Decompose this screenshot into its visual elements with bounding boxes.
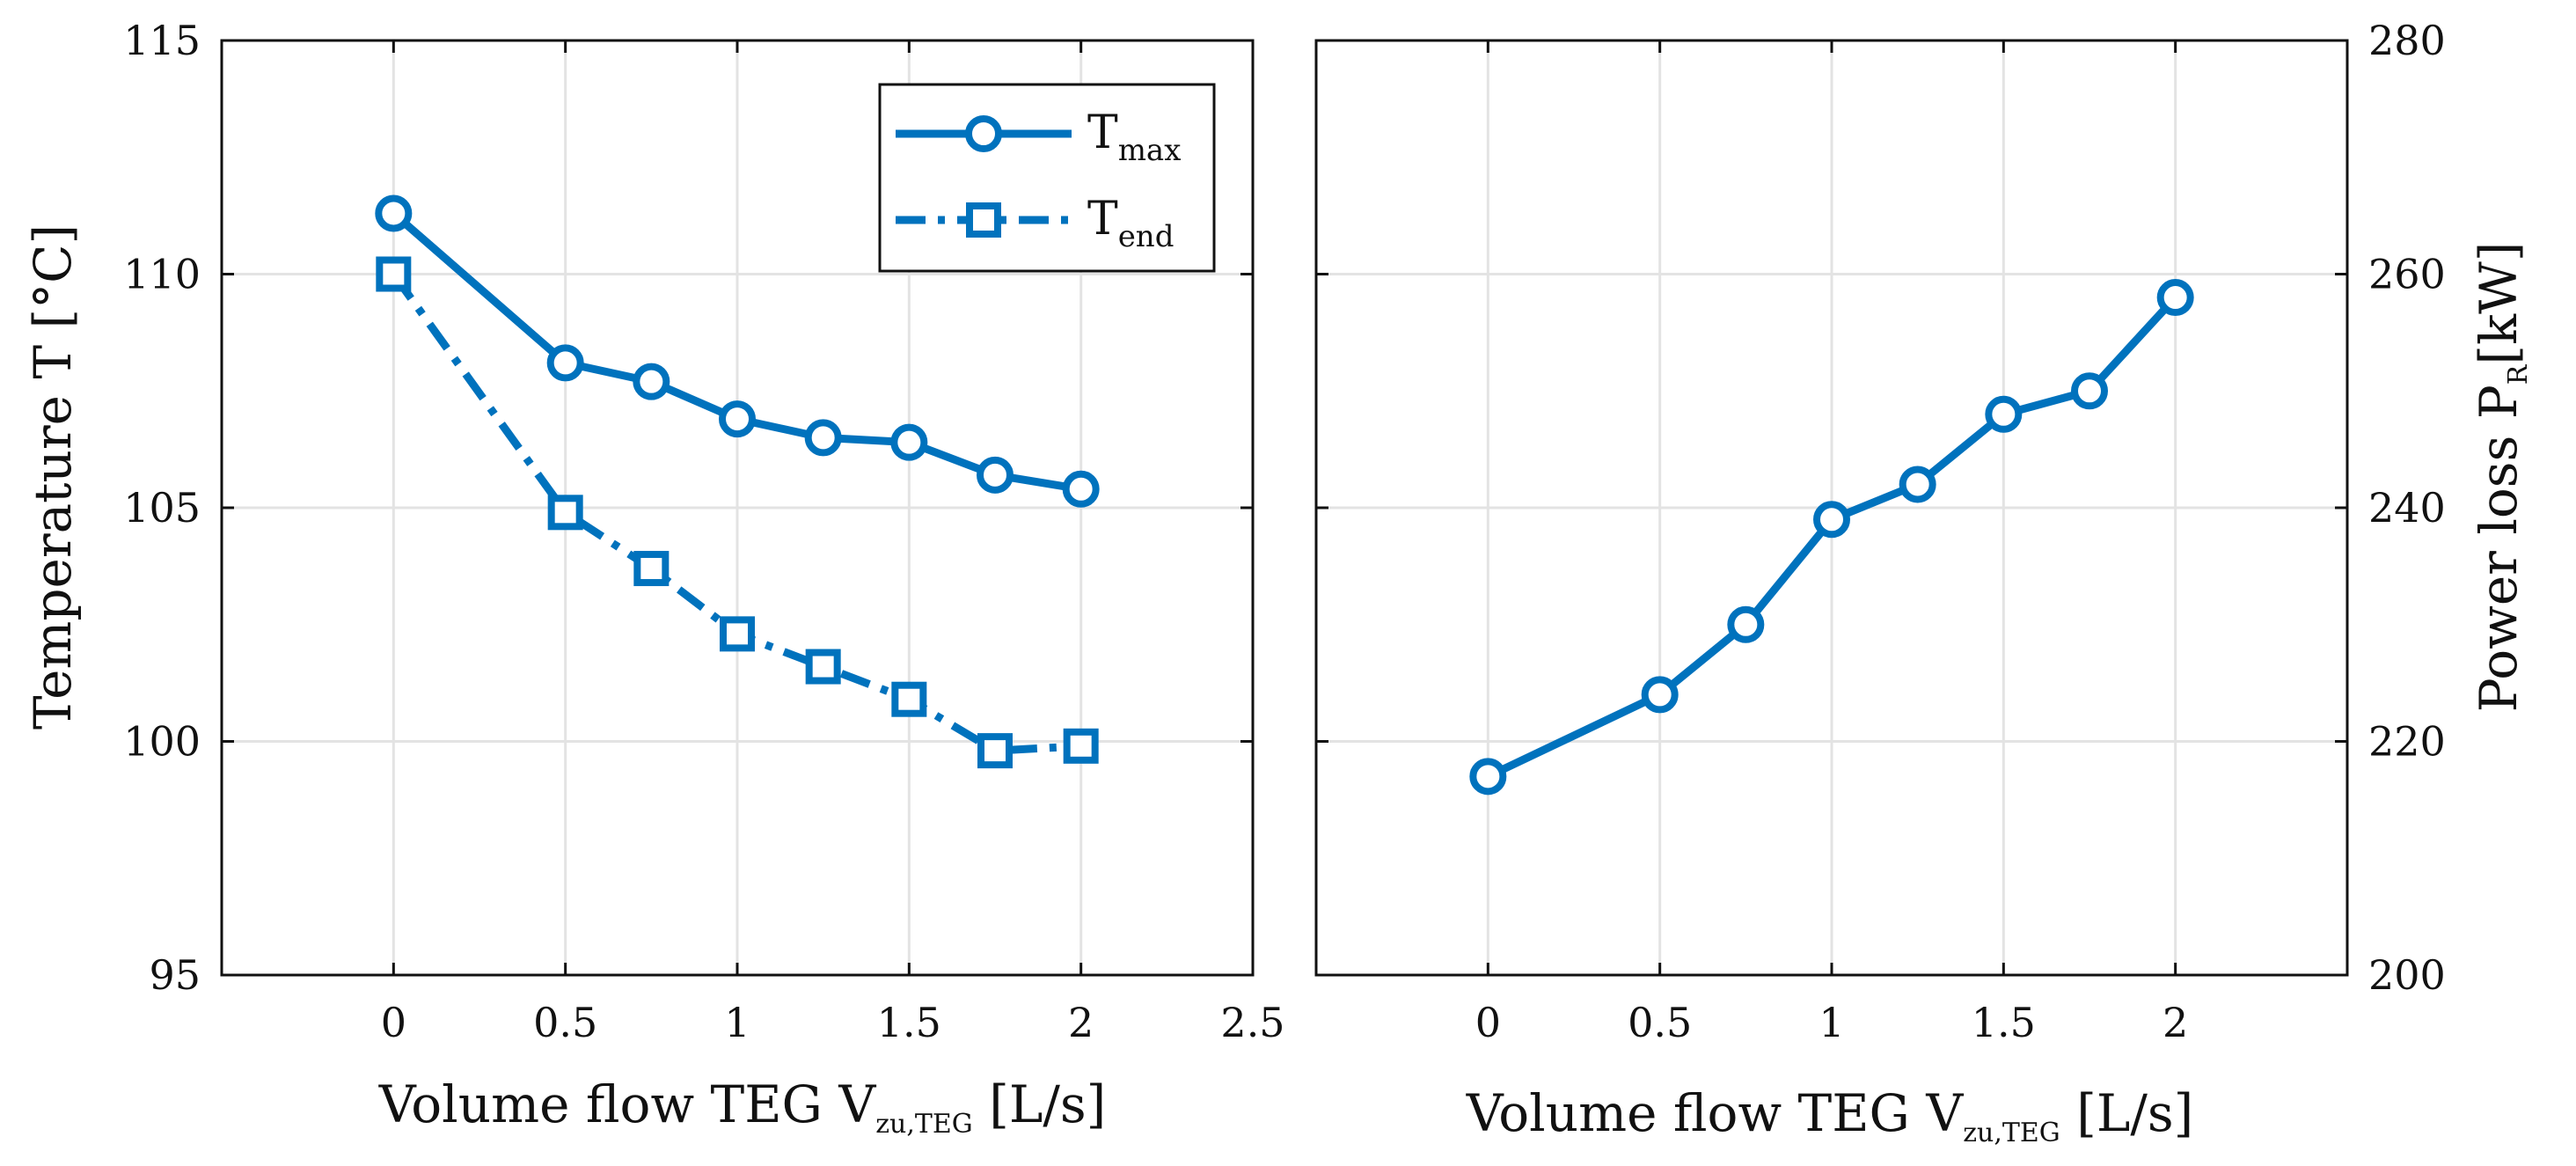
right-y-tick-label-200: 200 bbox=[2368, 951, 2446, 999]
left-ticks: 0 0.5 1 1.5 2 2.5 95 100 105 110 115 bbox=[123, 17, 1284, 1046]
left-y-axis-label: Temperature T [°C] bbox=[23, 224, 83, 730]
left-point-t-end-0-5 bbox=[547, 495, 583, 531]
legend-label-t-max: Tmax bbox=[1087, 106, 1181, 168]
left-chart-panel: 0 0.5 1 1.5 2 2.5 95 100 105 110 115 Volume flow T… bbox=[23, 17, 1285, 1140]
right-y-tick-label-260: 260 bbox=[2368, 251, 2446, 298]
left-x-axis-label: Volume flow TEG Vzu,TEG [L/s] bbox=[378, 1074, 1107, 1140]
right-x-tick-label-2: 2 bbox=[2163, 999, 2188, 1046]
left-y-tick-label-110: 110 bbox=[123, 251, 201, 298]
left-x-tick-label-0-5: 0.5 bbox=[533, 999, 597, 1046]
left-x-tick-label-1: 1 bbox=[724, 999, 750, 1046]
left-x-tick-label-1-5: 1.5 bbox=[877, 999, 941, 1046]
left-point-t-max-0-5 bbox=[546, 344, 584, 382]
legend-entry-t-end: Tend bbox=[896, 193, 1174, 254]
left-point-t-max-2 bbox=[1062, 470, 1100, 508]
right-y-tick-label-240: 240 bbox=[2368, 484, 2446, 532]
left-point-t-end-1-75 bbox=[977, 733, 1013, 769]
right-y-tick-label-280: 280 bbox=[2368, 17, 2446, 64]
right-point-p-r-2 bbox=[2156, 279, 2194, 317]
left-point-t-end-2 bbox=[1063, 728, 1099, 764]
left-point-t-max-1-25 bbox=[804, 419, 842, 457]
left-point-t-end-1-5 bbox=[891, 681, 927, 717]
left-point-t-max-1-5 bbox=[890, 423, 928, 461]
right-y-tick-label-220: 220 bbox=[2368, 718, 2446, 766]
right-point-p-r-0-75 bbox=[1727, 605, 1765, 643]
left-point-t-max-0 bbox=[375, 194, 413, 232]
right-x-tick-label-0-5: 0.5 bbox=[1628, 999, 1692, 1046]
left-x-tick-label-0: 0 bbox=[381, 999, 406, 1046]
legend-marker-circle bbox=[965, 115, 1002, 152]
left-point-t-end-1 bbox=[720, 616, 755, 652]
left-x-tick-label-2: 2 bbox=[1068, 999, 1094, 1046]
left-point-t-end-0 bbox=[376, 256, 412, 292]
right-point-p-r-0 bbox=[1469, 758, 1507, 796]
legend: Tmax Tend bbox=[878, 83, 1216, 273]
left-x-tick-label-2-5: 2.5 bbox=[1220, 999, 1284, 1046]
legend-label-t-end: Tend bbox=[1087, 193, 1174, 254]
left-series-layer bbox=[375, 194, 1100, 769]
left-y-tick-label-115: 115 bbox=[123, 17, 201, 64]
right-x-tick-label-1-5: 1.5 bbox=[1972, 999, 2036, 1046]
right-x-axis-label: Volume flow TEG Vzu,TEG [L/s] bbox=[1466, 1083, 2194, 1148]
left-point-t-max-1-75 bbox=[977, 456, 1014, 494]
right-chart-panel: 0 0.5 1 1.5 2 200 220 240 260 280 Volume flow TEG… bbox=[1314, 17, 2534, 1148]
legend-box bbox=[878, 83, 1216, 273]
right-point-p-r-1-5 bbox=[1985, 395, 2023, 433]
right-y-axis-label: Power loss PR[kW] bbox=[2469, 242, 2534, 713]
left-point-t-max-0-75 bbox=[633, 363, 670, 400]
legend-marker-square bbox=[966, 202, 1001, 238]
right-ticks: 0 0.5 1 1.5 2 200 220 240 260 280 bbox=[1316, 17, 2446, 1046]
right-x-tick-label-0: 0 bbox=[1475, 999, 1501, 1046]
left-point-t-end-0-75 bbox=[633, 551, 670, 587]
left-point-t-end-1-25 bbox=[805, 649, 841, 685]
right-series-layer bbox=[1469, 279, 2194, 796]
right-point-p-r-0-5 bbox=[1641, 676, 1679, 714]
right-point-p-r-1 bbox=[1813, 501, 1850, 539]
left-point-t-max-1 bbox=[719, 400, 756, 438]
right-x-tick-label-1: 1 bbox=[1819, 999, 1844, 1046]
legend-entry-t-max: Tmax bbox=[896, 106, 1181, 168]
right-point-p-r-1-25 bbox=[1899, 466, 1936, 503]
left-y-tick-label-95: 95 bbox=[149, 951, 201, 999]
right-point-p-r-1-75 bbox=[2071, 372, 2108, 410]
left-y-tick-label-105: 105 bbox=[123, 484, 201, 532]
left-y-tick-label-100: 100 bbox=[123, 718, 201, 766]
